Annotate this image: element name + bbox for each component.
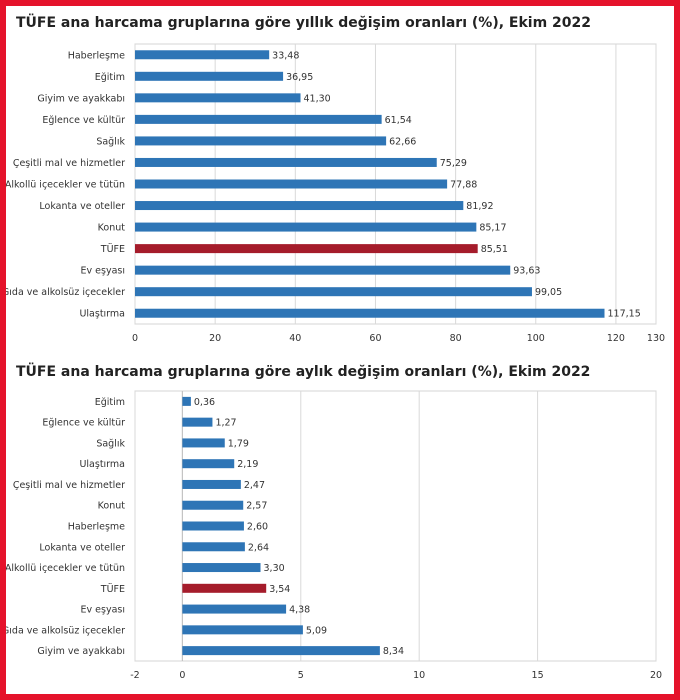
category-label: Eğitim bbox=[95, 72, 125, 83]
category-label: Ulaştırma bbox=[79, 309, 125, 320]
bar bbox=[182, 604, 287, 614]
value-label: 4,38 bbox=[289, 605, 310, 616]
bar bbox=[182, 563, 261, 573]
bar bbox=[182, 417, 213, 427]
category-label: Eğlence ve kültür bbox=[42, 418, 125, 429]
value-label: 1,79 bbox=[228, 438, 249, 449]
category-label: Gıda ve alkolsüz içecekler bbox=[6, 625, 125, 636]
monthly-chart-plot: -2 0 5 10 15 20 Eğitim 0,36 Eğlence ve kültür 1,2… bbox=[6, 390, 662, 681]
value-label: 93,63 bbox=[513, 266, 540, 277]
bar bbox=[135, 71, 284, 81]
bar bbox=[135, 222, 477, 232]
value-label: 5,09 bbox=[306, 625, 327, 636]
x-tick-label: -2 bbox=[130, 670, 139, 681]
bar bbox=[135, 244, 478, 254]
category-label: TÜFE bbox=[100, 244, 125, 255]
monthly-change-chart: TÜFE ana harcama gruplarına göre aylık d… bbox=[6, 357, 674, 697]
x-tick-label: 20 bbox=[209, 333, 221, 344]
bar bbox=[135, 50, 270, 60]
category-label: Haberleşme bbox=[68, 522, 125, 533]
x-tick-label: 130 bbox=[647, 333, 665, 344]
bar bbox=[135, 136, 387, 146]
value-label: 2,19 bbox=[237, 459, 258, 470]
value-label: 61,54 bbox=[385, 115, 412, 126]
category-label: Çeşitli mal ve hizmetler bbox=[13, 158, 125, 169]
x-tick-label: 15 bbox=[532, 670, 544, 681]
category-label: Ev eşyası bbox=[81, 266, 125, 277]
annual-change-chart: TÜFE ana harcama gruplarına göre yıllık … bbox=[6, 6, 674, 357]
value-label: 2,60 bbox=[247, 522, 268, 533]
value-label: 117,15 bbox=[608, 309, 641, 320]
category-label: Alkollü içecekler ve tütün bbox=[6, 563, 125, 574]
value-label: 8,34 bbox=[383, 646, 404, 657]
x-tick-label: 40 bbox=[289, 333, 301, 344]
bar bbox=[135, 93, 301, 103]
category-label: Giyim ve ayakkabı bbox=[37, 646, 125, 657]
category-label: Lokanta ve oteller bbox=[39, 542, 125, 553]
category-label: Ulaştırma bbox=[79, 459, 125, 470]
bar bbox=[182, 459, 235, 469]
value-label: 85,17 bbox=[479, 223, 506, 234]
bar bbox=[135, 201, 464, 211]
x-tick-label: 0 bbox=[132, 333, 138, 344]
value-label: 1,27 bbox=[215, 418, 236, 429]
category-label: Haberleşme bbox=[68, 50, 125, 61]
category-label: Konut bbox=[98, 501, 126, 512]
value-label: 81,92 bbox=[466, 201, 493, 212]
value-label: 3,54 bbox=[269, 584, 290, 595]
bar bbox=[182, 500, 244, 510]
bar bbox=[135, 265, 511, 275]
bar bbox=[135, 114, 382, 124]
value-label: 85,51 bbox=[481, 244, 508, 255]
bar bbox=[182, 625, 303, 635]
bar bbox=[182, 479, 241, 489]
bar bbox=[182, 542, 245, 552]
x-tick-label: 20 bbox=[650, 670, 662, 681]
bar bbox=[135, 179, 448, 189]
value-label: 77,88 bbox=[450, 180, 477, 191]
category-label: TÜFE bbox=[100, 584, 125, 595]
category-label: Eğitim bbox=[95, 397, 125, 408]
monthly-chart-title: TÜFE ana harcama gruplarına göre aylık d… bbox=[16, 364, 591, 380]
category-label: Sağlık bbox=[96, 438, 125, 449]
category-label: Gıda ve alkolsüz içecekler bbox=[6, 287, 125, 298]
value-label: 2,47 bbox=[244, 480, 265, 491]
value-label: 2,57 bbox=[246, 501, 267, 512]
bar bbox=[182, 646, 380, 656]
bar bbox=[182, 438, 225, 448]
category-label: Eğlence ve kültür bbox=[42, 115, 125, 126]
bar bbox=[182, 521, 244, 531]
category-label: Çeşitli mal ve hizmetler bbox=[13, 480, 125, 491]
value-label: 2,64 bbox=[248, 542, 269, 553]
value-label: 75,29 bbox=[440, 158, 467, 169]
x-tick-label: 120 bbox=[607, 333, 625, 344]
category-label: Giyim ve ayakkabı bbox=[37, 93, 125, 104]
x-tick-label: 10 bbox=[413, 670, 425, 681]
category-label: Alkollü içecekler ve tütün bbox=[6, 180, 125, 191]
x-tick-label: 80 bbox=[450, 333, 462, 344]
annual-chart-title: TÜFE ana harcama gruplarına göre yıllık … bbox=[16, 15, 592, 31]
annual-chart-plot: 0 20 40 60 80 100 120 130 Haberleşme 33,48 Eğitim 3… bbox=[6, 43, 665, 344]
bar bbox=[135, 308, 605, 318]
value-label: 3,30 bbox=[264, 563, 285, 574]
category-label: Lokanta ve oteller bbox=[39, 201, 125, 212]
bar bbox=[182, 583, 267, 593]
category-label: Sağlık bbox=[96, 136, 125, 147]
bar bbox=[182, 396, 191, 406]
category-label: Ev eşyası bbox=[81, 605, 125, 616]
x-tick-label: 100 bbox=[527, 333, 545, 344]
category-label: Konut bbox=[98, 223, 126, 234]
value-label: 41,30 bbox=[304, 93, 331, 104]
value-label: 0,36 bbox=[194, 397, 215, 408]
value-label: 36,95 bbox=[286, 72, 313, 83]
value-label: 99,05 bbox=[535, 287, 562, 298]
x-tick-label: 5 bbox=[298, 670, 304, 681]
bar bbox=[135, 157, 437, 167]
x-tick-label: 60 bbox=[369, 333, 381, 344]
value-label: 33,48 bbox=[272, 50, 299, 61]
x-tick-label: 0 bbox=[179, 670, 185, 681]
value-label: 62,66 bbox=[389, 136, 416, 147]
bar bbox=[135, 287, 532, 297]
